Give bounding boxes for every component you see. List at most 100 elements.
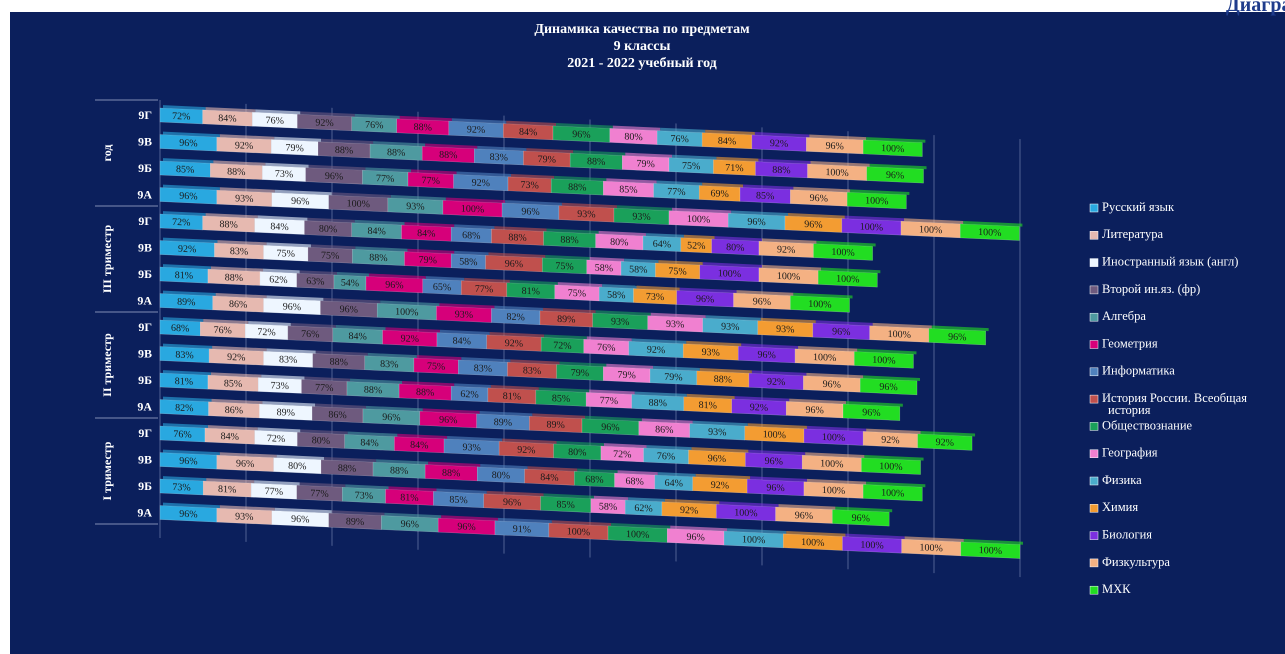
data-label: 96% bbox=[179, 509, 197, 521]
bar-top bbox=[203, 318, 249, 325]
y-tick-label: 9А bbox=[137, 505, 152, 519]
bar-top bbox=[300, 111, 355, 117]
legend-label: Иностранный язык (англ) bbox=[1102, 254, 1238, 268]
bar-top bbox=[505, 200, 562, 206]
data-label: 100% bbox=[860, 222, 883, 234]
bar-top bbox=[354, 219, 405, 226]
data-label: 81% bbox=[503, 391, 521, 403]
bar-top bbox=[274, 507, 332, 514]
bar-top bbox=[835, 506, 893, 513]
data-label: 81% bbox=[175, 376, 193, 388]
data-label: 96% bbox=[179, 191, 197, 203]
bar-top bbox=[461, 357, 511, 363]
data-label: 77% bbox=[315, 382, 333, 394]
y-tick-label: 9Г bbox=[138, 320, 152, 334]
data-label: 96% bbox=[521, 206, 539, 218]
bar-top bbox=[573, 150, 626, 156]
bar-top bbox=[479, 411, 533, 417]
y-tick-label: 9В bbox=[138, 134, 152, 148]
bar-top bbox=[656, 180, 703, 186]
bar-top bbox=[454, 250, 489, 256]
legend-swatch bbox=[1089, 449, 1099, 458]
data-label: 86% bbox=[229, 299, 247, 311]
y-tick-label: 9Б bbox=[138, 479, 152, 493]
data-label: 85% bbox=[224, 378, 242, 390]
data-label: 89% bbox=[547, 419, 565, 431]
y-tick-label: 9Г bbox=[138, 426, 152, 440]
data-label: 88% bbox=[508, 232, 526, 244]
data-label: 83% bbox=[474, 363, 492, 375]
data-label: 69% bbox=[710, 188, 728, 200]
data-label: 58% bbox=[629, 264, 647, 276]
data-label: 80% bbox=[568, 447, 586, 459]
bar-top bbox=[477, 145, 527, 152]
bar-top bbox=[219, 187, 275, 193]
data-label: 96% bbox=[179, 456, 197, 468]
bar-top bbox=[331, 510, 385, 516]
data-label: 93% bbox=[666, 319, 684, 331]
data-label: 73% bbox=[172, 482, 190, 494]
data-label: 92% bbox=[770, 138, 788, 150]
data-label: 84% bbox=[417, 228, 435, 240]
data-label: 85% bbox=[552, 393, 570, 405]
group-label: II триместр bbox=[100, 333, 114, 397]
legend-label: Обществознание bbox=[1102, 418, 1193, 432]
bar-top bbox=[559, 361, 607, 367]
data-label: 96% bbox=[879, 381, 897, 393]
bar-top bbox=[350, 378, 403, 384]
legend-swatch bbox=[1089, 585, 1099, 595]
bar-top bbox=[506, 120, 557, 126]
data-label: 83% bbox=[175, 349, 193, 361]
bar-top bbox=[816, 240, 876, 247]
bar-top bbox=[447, 436, 503, 442]
bar-top bbox=[163, 158, 214, 164]
bar-top bbox=[416, 355, 462, 361]
data-label: 79% bbox=[571, 367, 589, 379]
data-label: 80% bbox=[610, 237, 628, 249]
data-label: 93% bbox=[406, 201, 424, 213]
data-label: 93% bbox=[702, 347, 720, 359]
data-label: 92% bbox=[227, 352, 245, 364]
legend-swatch bbox=[1089, 394, 1099, 404]
bar-top bbox=[653, 365, 700, 372]
bar-top bbox=[373, 141, 426, 147]
data-label: 84% bbox=[367, 226, 385, 238]
data-label: 92% bbox=[178, 244, 196, 256]
bar-top bbox=[692, 420, 748, 427]
data-label: 84% bbox=[540, 472, 558, 484]
data-label: 96% bbox=[439, 414, 457, 426]
data-label: 84% bbox=[221, 431, 239, 443]
bar-top bbox=[163, 423, 208, 429]
data-label: 73% bbox=[520, 180, 538, 192]
bar-top bbox=[498, 517, 552, 524]
data-label: 76% bbox=[214, 325, 232, 337]
bar-top bbox=[705, 129, 755, 136]
bar-top bbox=[510, 359, 560, 365]
bar-top bbox=[366, 405, 423, 412]
bar-top bbox=[436, 488, 487, 494]
bar-top bbox=[290, 322, 336, 328]
legend-label: Геометрия bbox=[1102, 336, 1158, 350]
bar-top bbox=[355, 246, 408, 252]
bar-top bbox=[425, 276, 465, 281]
data-label: 100% bbox=[860, 540, 883, 552]
data-label: 75% bbox=[427, 361, 445, 373]
data-label: 96% bbox=[291, 196, 309, 208]
chart-title: Динамика качества по предметам bbox=[534, 22, 750, 37]
data-label: 96% bbox=[325, 171, 343, 183]
bar-top bbox=[494, 226, 547, 232]
data-label: 80% bbox=[312, 435, 330, 447]
bar-top bbox=[586, 336, 632, 342]
legend-label: История России. Всеобщая история bbox=[1102, 391, 1247, 417]
bar-top bbox=[872, 322, 932, 329]
data-label: 79% bbox=[664, 372, 682, 384]
bar-top bbox=[846, 401, 903, 407]
bar-top bbox=[731, 210, 789, 217]
data-label: 96% bbox=[852, 513, 870, 525]
legend-swatch bbox=[1089, 203, 1099, 213]
bar-top bbox=[750, 476, 807, 482]
data-label: 100% bbox=[813, 352, 836, 364]
data-label: 84% bbox=[410, 440, 428, 452]
y-tick-label: 9Б bbox=[138, 161, 152, 175]
